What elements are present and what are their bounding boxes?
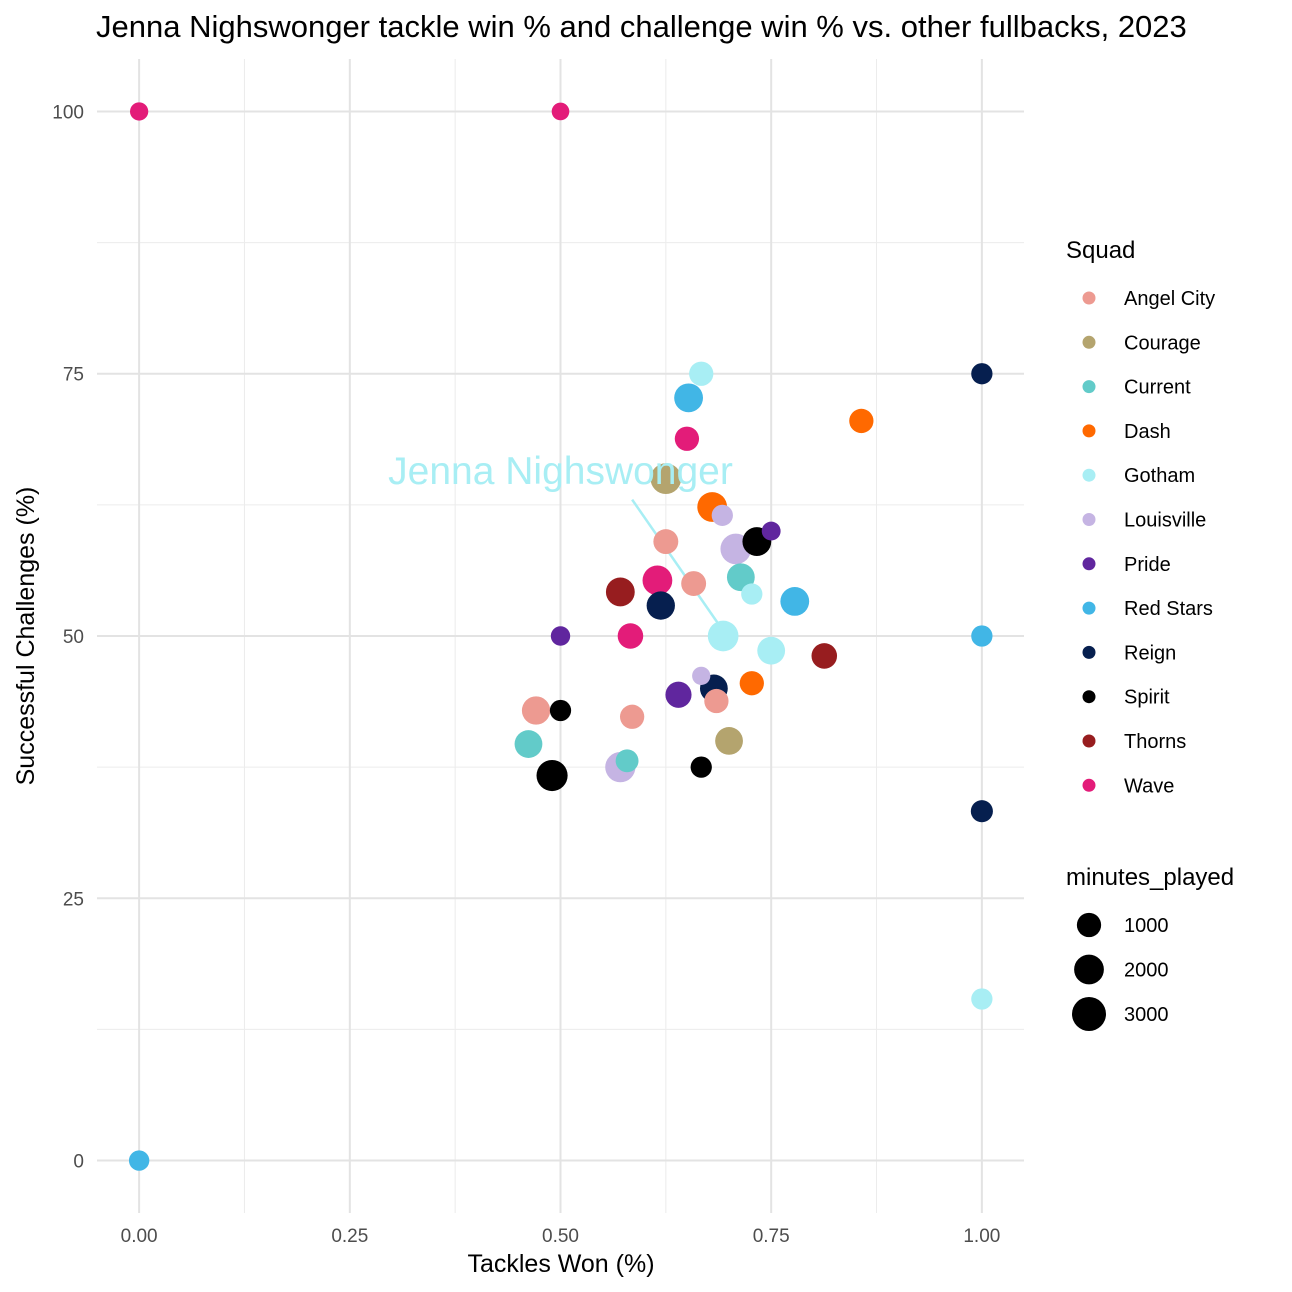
x-tick-label: 0.50 [542, 1226, 579, 1247]
color-legend-title: Squad [1066, 237, 1135, 264]
x-tick-label: 0.25 [331, 1226, 368, 1247]
point-louisville [711, 504, 733, 526]
point-angel-city [704, 688, 729, 714]
size-legend-key [1074, 954, 1104, 985]
legend-key-pride [1082, 557, 1096, 571]
legend-label: Pride [1124, 554, 1171, 576]
point-courage [650, 463, 682, 494]
legend-key-current [1082, 380, 1096, 394]
legend-label: Wave [1124, 775, 1174, 797]
y-tick-label: 0 [73, 1152, 84, 1173]
size-legend-title: minutes_played [1066, 864, 1234, 891]
size-legend-key [1076, 912, 1102, 938]
point-gotham [757, 636, 786, 665]
point-pride [550, 626, 571, 646]
annotation-label: Jenna Nighswonger [388, 450, 733, 493]
legend-key-red-stars [1082, 601, 1096, 615]
legend-key-gotham [1082, 468, 1096, 482]
color-legend: Squad Angel City Courage Current Dash Gotham… [1066, 237, 1215, 797]
legend-label: Red Stars [1124, 598, 1213, 620]
point-current [615, 749, 639, 773]
point-reign [970, 800, 993, 823]
size-legend-label: 2000 [1124, 960, 1169, 982]
chart-title: Jenna Nighswonger tackle win % and chall… [96, 9, 1187, 44]
legend-key-thorns [1082, 734, 1096, 748]
legend-key-courage [1082, 335, 1096, 349]
x-axis-label: Tackles Won (%) [467, 1250, 654, 1278]
x-tick-label: 0.75 [753, 1226, 790, 1247]
legend-label: Current [1124, 377, 1191, 399]
point-louisville [692, 666, 711, 686]
x-tick-label: 0.00 [121, 1226, 158, 1247]
point-reign [971, 363, 993, 385]
point-wave [551, 102, 570, 121]
annotation-leader-line [631, 498, 725, 632]
size-legend-label: 3000 [1124, 1004, 1169, 1026]
legend-key-wave [1082, 778, 1096, 792]
y-axis-ticks: 0 25 50 75 100 [52, 102, 84, 1172]
point-red-stars [674, 383, 704, 413]
data-points [128, 102, 993, 1171]
annotation-layer [631, 498, 725, 632]
point-angel-city [681, 571, 707, 597]
legend-label: Angel City [1124, 288, 1215, 310]
point-angel-city [619, 704, 645, 729]
legend-label: Spirit [1124, 687, 1170, 709]
y-tick-label: 25 [63, 889, 84, 910]
point-wave [129, 102, 149, 121]
point-red-stars [971, 625, 993, 647]
legend-key-angel-city [1082, 291, 1096, 305]
legend-label: Dash [1124, 421, 1171, 443]
size-legend: minutes_played 1000 2000 3000 [1066, 864, 1234, 1031]
point-wave [617, 623, 644, 649]
legend-label: Reign [1124, 642, 1176, 664]
point-gotham [689, 361, 714, 386]
legend-key-louisville [1082, 513, 1096, 526]
point-wave [674, 426, 700, 451]
size-legend-label: 1000 [1124, 915, 1169, 937]
legend-label: Thorns [1124, 731, 1186, 753]
point-gotham [707, 620, 739, 652]
point-gotham [971, 988, 993, 1010]
point-thorns [811, 643, 838, 669]
point-pride [665, 681, 692, 708]
point-thorns [605, 577, 635, 607]
y-tick-label: 75 [63, 365, 84, 386]
legend-label: Courage [1124, 332, 1201, 354]
point-dash [849, 408, 874, 434]
point-dash [739, 671, 764, 696]
point-reign [646, 591, 675, 620]
point-angel-city [653, 529, 679, 555]
y-axis-label: Successful Challenges (%) [12, 487, 40, 786]
y-tick-label: 100 [52, 102, 84, 123]
x-tick-label: 1.00 [963, 1226, 1000, 1247]
legend-label: Louisville [1124, 510, 1206, 532]
y-tick-label: 50 [63, 627, 84, 648]
point-current [514, 730, 543, 758]
point-gotham [741, 583, 763, 605]
legend-key-spirit [1082, 690, 1096, 704]
legend-key-dash [1082, 424, 1096, 438]
legend-key-reign [1082, 645, 1096, 659]
size-legend-key [1072, 997, 1106, 1031]
point-red-stars [128, 1150, 150, 1171]
point-courage [715, 727, 743, 755]
legend-label: Gotham [1124, 465, 1195, 487]
point-spirit [549, 699, 572, 722]
point-red-stars [780, 586, 810, 616]
point-wave [642, 565, 673, 596]
point-angel-city [521, 696, 551, 725]
point-pride [761, 521, 781, 541]
x-axis-ticks: 0.00 0.25 0.50 0.75 1.00 [121, 1226, 1001, 1247]
point-spirit [690, 756, 712, 778]
point-spirit [536, 759, 568, 792]
